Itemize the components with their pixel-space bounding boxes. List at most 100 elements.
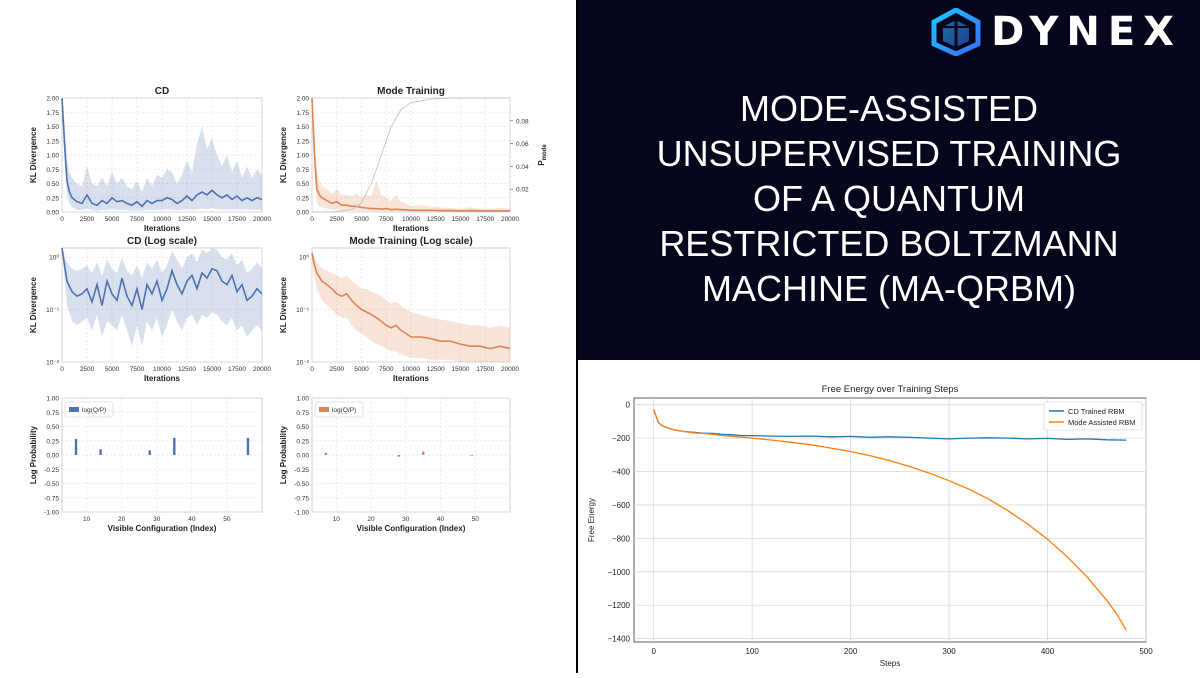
fe-ytick-label: 0: [626, 401, 631, 410]
fe-xlabel: Steps: [880, 659, 900, 668]
fe-ytick-label: −800: [612, 534, 631, 543]
mode-logprob-ytick-label: -1.00: [294, 510, 309, 517]
fe-xtick-label: 300: [942, 647, 956, 656]
headline-line: OF A QUANTUM: [752, 178, 1026, 219]
cd-xtick-label: 5000: [105, 216, 120, 223]
headline-line: UNSUPERVISED TRAINING: [656, 133, 1122, 174]
fe-ytick-label: −400: [612, 468, 631, 477]
cd-logprob-ytick-label: 0.00: [46, 453, 59, 460]
cd-log-xlabel: Iterations: [144, 374, 181, 383]
fe-xtick-label: 0: [651, 647, 656, 656]
cd-log-confidence-band: [62, 246, 262, 347]
mode-log-xtick-label: 0: [310, 366, 314, 373]
mode-ytick-label: 0.75: [296, 167, 309, 174]
mode-logprob-bar: [324, 452, 328, 455]
mode-xtick-label: 7500: [379, 216, 394, 223]
mode-log-xtick-label: 10000: [402, 366, 420, 373]
cd-xtick-label: 2500: [80, 216, 95, 223]
cd-log-xtick-label: 0: [60, 366, 64, 373]
cd-ytick-label: 0.25: [46, 195, 59, 202]
fe-ytick-label: −1400: [608, 635, 631, 644]
mode-log-xtick-label: 2500: [330, 366, 345, 373]
fe-title: Free Energy over Training Steps: [822, 384, 959, 395]
mode-ytick-label: 1.75: [296, 110, 309, 117]
mode-ytick-label: 1.25: [296, 138, 309, 145]
dynex-cube-icon: [931, 8, 981, 56]
mode-ytick-label: 0.50: [296, 181, 309, 188]
cd-xtick-label: 7500: [130, 216, 145, 223]
mode-xtick-label: 12500: [427, 216, 445, 223]
mode-logprob-legend-label: log(Q/P): [332, 407, 356, 414]
cd-xtick-label: 17500: [228, 216, 246, 223]
mode-ytick-label: 1.00: [296, 153, 309, 160]
cd-xlabel: Iterations: [144, 224, 181, 233]
mode-xtick-label: 17500: [476, 216, 494, 223]
mode-xtick-label: 0: [310, 216, 314, 223]
fe-xtick-label: 400: [1041, 647, 1055, 656]
mode-xtick-label: 2500: [330, 216, 345, 223]
mode-log-ytick-label: 10⁻²: [296, 360, 310, 367]
cd-mean-line: [61, 97, 263, 208]
cd-logprob-ytick-label: -0.75: [44, 495, 59, 502]
cd-log-ylabel: KL Divergence: [29, 277, 38, 333]
mode-xlabel: Iterations: [393, 224, 430, 233]
mode-y2tick-label: 0.06: [516, 141, 529, 148]
cd-title: CD: [155, 86, 169, 97]
mode-logprob-bar: [421, 451, 425, 455]
mode-logprob-legend-swatch: [319, 407, 329, 412]
mode-logprob-xtick-label: 30: [402, 516, 410, 523]
fe-xtick-label: 200: [844, 647, 858, 656]
mode-log-ytick-label: 10⁻¹: [296, 307, 310, 314]
cd-log-xtick-label: 12500: [178, 366, 196, 373]
fe-ytick-label: −600: [612, 501, 631, 510]
vertical-divider: [576, 0, 578, 673]
mode-ytick-label: 2.00: [296, 96, 309, 103]
horizontal-divider: [578, 360, 1200, 362]
cd-log-xtick-label: 15000: [203, 366, 221, 373]
cd-ytick-label: 0.75: [46, 167, 59, 174]
mode-log-xlabel: Iterations: [393, 374, 430, 383]
cd-logprob-legend-label: log(Q/P): [82, 407, 106, 414]
fe-xtick-label: 500: [1139, 647, 1153, 656]
cd-log-xtick-label: 7500: [130, 366, 145, 373]
cd-logprob-xtick-label: 30: [153, 516, 161, 523]
mode-y2label: Pmode: [537, 144, 548, 166]
cd-log-mean-line: [61, 247, 263, 310]
cd-log-ytick-label: 10⁻²: [46, 360, 60, 367]
mode-ytick-label: 1.50: [296, 124, 309, 131]
free-energy-panel: 0 100 200 300 400 500 0 −200 −400 −600 −800 −1000 −1…: [578, 362, 1200, 673]
mode-log-xtick-label: 15000: [451, 366, 469, 373]
mode-xtick-label: 10000: [402, 216, 420, 223]
fe-ytick-label: −1000: [608, 568, 631, 577]
mode-logprob-ytick-label: -0.25: [294, 467, 309, 474]
cd-log-xtick-label: 20000: [253, 366, 271, 373]
cd-xtick-label: 15000: [203, 216, 221, 223]
mode-log-confidence-band: [312, 249, 510, 362]
mode-logprob-ylabel: Log Probability: [279, 425, 288, 484]
mode-y2tick-label: 0.04: [516, 164, 529, 171]
fe-legend-label: Mode Assisted RBM: [1068, 418, 1136, 427]
mode-ytick-label: 0.00: [296, 210, 309, 217]
cd-logprob-xtick-label: 40: [188, 516, 196, 523]
cd-logprob-bar: [173, 437, 176, 455]
headline-line: RESTRICTED BOLTZMANN: [659, 223, 1119, 264]
mode-logprob-xtick-label: 40: [437, 516, 445, 523]
headline: MODE-ASSISTED UNSUPERVISED TRAINING OF A…: [578, 86, 1200, 311]
cd-log-xtick-label: 17500: [228, 366, 246, 373]
kl-divergence-charts: 0 2500 5000 7500 10000 12500 15000 17500 20000 0.…: [29, 86, 548, 533]
fe-ytick-label: −1200: [608, 601, 631, 610]
left-panel: 0 2500 5000 7500 10000 12500 15000 17500 20000 0.…: [0, 0, 576, 673]
headline-line: MACHINE (MA-QRBM): [702, 268, 1076, 309]
cd-logprob-ytick-label: -1.00: [44, 510, 59, 517]
mode-y2tick-label: 0.02: [516, 187, 529, 194]
cd-ytick-label: 1.00: [46, 153, 59, 160]
cd-ytick-label: 1.75: [46, 110, 59, 117]
mode-log-ylabel: KL Divergence: [279, 277, 288, 333]
cd-logprob-xtick-label: 20: [118, 516, 126, 523]
cd-logprob-ytick-label: 0.25: [46, 438, 59, 445]
mode-logprob-legend-box: [314, 401, 364, 418]
cd-logprob-legend-box: [64, 401, 114, 418]
mode-confidence-band: [312, 98, 510, 212]
cd-ytick-label: 1.50: [46, 124, 59, 131]
mode-mean-line: [311, 97, 510, 212]
